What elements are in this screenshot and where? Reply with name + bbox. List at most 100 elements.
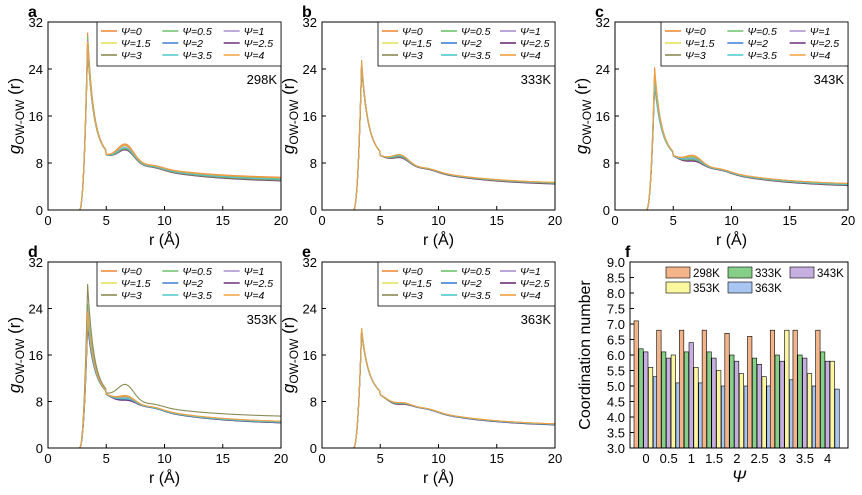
y-tick-label: 3.0 [607, 441, 625, 456]
y-tick-label: 7.0 [607, 317, 625, 332]
x-tick-label: 1.5 [705, 451, 723, 466]
legend-label: Ψ=3.5 [182, 290, 212, 302]
legend-label: Ψ=0 [402, 26, 423, 38]
y-axis-label-r: (r) [5, 78, 24, 100]
legend-swatch [727, 266, 753, 279]
y-tick-label: 0 [36, 203, 43, 218]
y-axis-label: gOW-OW (r) [5, 317, 27, 393]
y-axis-label-g: g [5, 383, 24, 393]
x-tick-label: 10 [431, 213, 445, 228]
x-tick-label: 15 [490, 213, 504, 228]
legend-label: Ψ=3 [121, 50, 142, 62]
legend-label: 298K [693, 268, 720, 280]
x-tick-label: 15 [783, 213, 797, 228]
x-tick-label: 0 [318, 213, 325, 228]
x-tick-label: 2.5 [751, 451, 769, 466]
bar-298K-2.5 [747, 336, 753, 449]
bar-343K-4 [824, 360, 830, 449]
bar-343K-2 [734, 360, 740, 449]
x-tick-label: 10 [724, 213, 738, 228]
legend-label: Ψ=4 [810, 50, 831, 62]
bar-343K-1.5 [711, 357, 717, 449]
y-tick-label: 24 [303, 302, 317, 317]
bar-343K-1 [688, 342, 694, 449]
legend-label: Ψ=0.5 [461, 266, 491, 278]
y-tick-label: 7.5 [607, 302, 625, 317]
legend-label: Ψ=1 [244, 26, 265, 38]
panel-label: e [302, 244, 311, 261]
bar-343K-2.5 [756, 363, 762, 449]
x-tick-label: 20 [548, 451, 562, 466]
bar-298K-1.5 [701, 329, 707, 449]
y-tick-label: 16 [596, 109, 610, 124]
x-tick-label: 5 [377, 213, 384, 228]
y-axis-label-r: (r) [279, 317, 298, 339]
legend: Ψ=0Ψ=1.5Ψ=3 Ψ=0.5Ψ=2Ψ=3.5 Ψ=1Ψ=2.5Ψ=4 [660, 21, 849, 67]
y-tick-label: 24 [596, 62, 610, 77]
legend: 298K 333K 343K 353K 363K [665, 266, 844, 295]
y-tick-label: 16 [29, 109, 43, 124]
panel-e: 0 5 10 15 20 0 8 16 24 32 r (Å) gOW-OW (r) e Ψ=0Ψ=1.5… [279, 244, 562, 487]
y-axis-label-g: g [572, 144, 591, 154]
bar-343K-0.5 [666, 357, 672, 449]
bar-353K-1 [693, 367, 699, 449]
x-tick-label: 0 [318, 451, 325, 466]
series-line-Ψ=4 [322, 328, 556, 449]
legend-box [377, 261, 556, 307]
bar-333K-4 [820, 351, 826, 449]
legend-label: Ψ=1.5 [121, 278, 151, 290]
bar-298K-3.5 [792, 329, 798, 449]
legend-label: Ψ=2 [182, 38, 203, 50]
bar-333K-0.5 [661, 351, 667, 449]
y-tick-label: 6.5 [607, 333, 625, 348]
y-axis-label-g: g [279, 383, 298, 393]
x-tick-label: 0 [642, 451, 649, 466]
temperature-label: 343K [814, 72, 845, 87]
y-axis-label: gOW-OW (r) [279, 317, 301, 393]
series-line-Ψ=3 [48, 284, 282, 449]
legend-label: 343K [817, 268, 844, 280]
series-line-Ψ=4 [322, 62, 556, 211]
x-tick-label: 20 [274, 451, 288, 466]
panel-label: f [625, 244, 631, 261]
bar-353K-1.5 [716, 370, 722, 449]
y-tick-label: 32 [303, 255, 317, 270]
bar-343K-0 [643, 351, 649, 449]
y-tick-label: 32 [29, 255, 43, 270]
y-tick-label: 3.5 [607, 426, 625, 441]
y-axis-label: gOW-OW (r) [5, 78, 27, 154]
legend-label: Ψ=2 [182, 278, 203, 290]
legend-label: Ψ=3 [685, 50, 706, 62]
x-axis-label: r (Å) [149, 468, 180, 487]
bar-353K-2.5 [761, 376, 767, 449]
legend-label: Ψ=3 [121, 290, 142, 302]
bar-343K-3.5 [802, 357, 808, 449]
bar-333K-2 [729, 354, 735, 449]
y-tick-label: 24 [29, 62, 43, 77]
y-tick-label: 4.0 [607, 410, 625, 425]
legend: Ψ=0Ψ=1.5Ψ=3 Ψ=0.5Ψ=2Ψ=3.5 Ψ=1Ψ=2.5Ψ=4 [96, 21, 282, 67]
y-axis-label-r: (r) [279, 78, 298, 100]
panel-f: 0 0.5 1 1.5 2 2.5 3 3.5 43.03.54.04.55.05.56.06.… [577, 244, 849, 486]
bar-333K-0 [638, 348, 644, 449]
legend-label: Ψ=2 [461, 38, 482, 50]
bar-333K-1.5 [706, 351, 712, 449]
y-tick-label: 16 [29, 348, 43, 363]
legend-label: Ψ=3 [402, 290, 423, 302]
y-tick-label: 8 [36, 395, 43, 410]
panel-a: 0 5 10 15 20 0 8 16 24 32 r (Å) gOW-OW (r) a Ψ=0Ψ=1.5… [5, 4, 288, 249]
legend: Ψ=0Ψ=1.5Ψ=3 Ψ=0.5Ψ=2Ψ=3.5 Ψ=1Ψ=2.5Ψ=4 [96, 261, 282, 307]
panel-label: d [28, 244, 38, 261]
y-axis-label-sub: OW-OW [287, 99, 301, 145]
legend-label: Ψ=4 [520, 50, 541, 62]
bar-333K-3 [774, 354, 780, 449]
x-axis-label: Ψ [732, 467, 747, 486]
bar-333K-1 [683, 351, 689, 449]
legend: Ψ=0Ψ=1.5Ψ=3 Ψ=0.5Ψ=2Ψ=3.5 Ψ=1Ψ=2.5Ψ=4 [377, 261, 556, 307]
x-tick-label: 20 [548, 213, 562, 228]
bar-363K-4 [834, 388, 840, 449]
x-tick-label: 15 [216, 451, 230, 466]
legend-label: Ψ=0 [121, 26, 142, 38]
legend-label: Ψ=3.5 [182, 50, 212, 62]
x-axis-label: r (Å) [149, 230, 180, 249]
